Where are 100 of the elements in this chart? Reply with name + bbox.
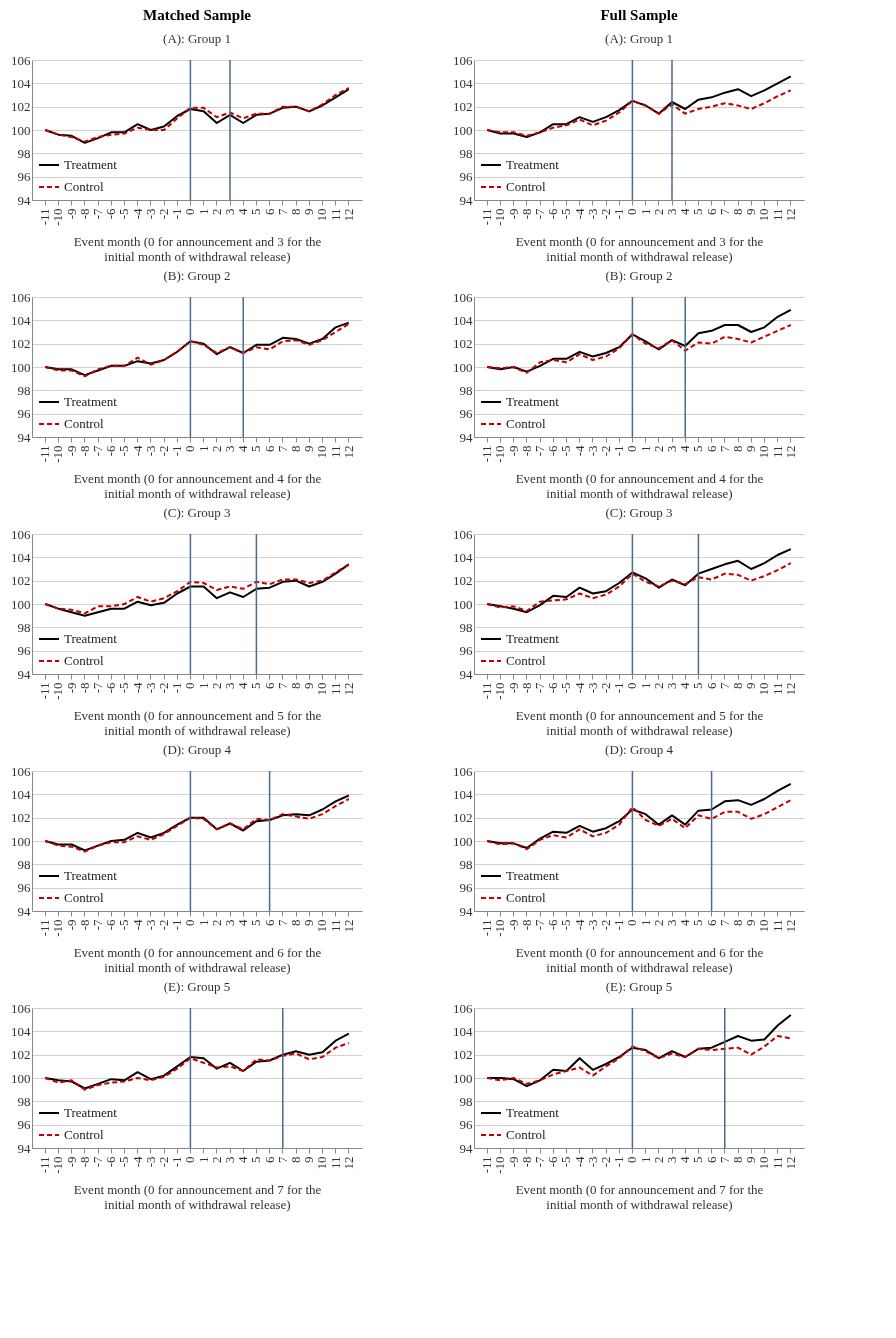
x-tick-label: 6 — [703, 682, 719, 689]
x-tick-label: 12 — [782, 1156, 798, 1170]
y-tick-label: 102 — [11, 810, 31, 826]
x-tick-label: 11 — [769, 682, 785, 696]
x-tick-label: 8 — [730, 919, 745, 926]
line-series — [486, 782, 792, 849]
legend-label: Control — [506, 890, 547, 905]
x-axis-title: Event month (0 for announcement and 7 for the initial month of withdrawal release) — [73, 1181, 322, 1212]
x-tick-label: 11 — [327, 682, 343, 696]
x-tick-label: 0 — [182, 445, 198, 452]
x-tick-label: -8 — [76, 682, 92, 694]
x-tick-label: 9 — [301, 208, 317, 215]
x-tick-label: -2 — [598, 919, 613, 931]
x-tick-label: 8 — [288, 919, 303, 926]
x-tick-label: -11 — [37, 445, 53, 463]
x-tick-label: 6 — [703, 919, 719, 926]
chart-title: (E): Group 5 — [163, 979, 231, 994]
line-series — [486, 799, 792, 851]
x-tick-label: -7 — [90, 445, 105, 457]
y-tick-label: 98 — [459, 619, 473, 635]
x-tick-label: -6 — [545, 208, 561, 220]
x-tick-label: -5 — [116, 208, 132, 220]
x-tick-label: -11 — [479, 1156, 495, 1174]
x-tick-label: -6 — [103, 1156, 119, 1168]
x-tick-label: -7 — [532, 1156, 547, 1168]
x-tick-label: -9 — [63, 208, 79, 220]
y-tick-label: 94 — [17, 429, 31, 445]
y-tick-label: 106 — [453, 289, 473, 305]
x-tick-label: 7 — [716, 682, 732, 689]
x-tick-label: -7 — [532, 919, 547, 931]
x-tick-label: -10 — [50, 919, 66, 937]
y-tick-label: 104 — [453, 312, 473, 328]
x-tick-label: 0 — [624, 208, 640, 215]
y-tick-label: 96 — [459, 1117, 473, 1133]
chart-title: (D): Group 4 — [163, 742, 232, 757]
x-tick-label: -9 — [63, 919, 79, 931]
x-tick-label: -2 — [598, 1156, 613, 1168]
y-tick-label: 106 — [11, 763, 31, 779]
y-tick-label: 94 — [17, 192, 31, 208]
x-tick-label: 12 — [340, 682, 356, 696]
x-tick-label: -7 — [90, 208, 105, 220]
x-tick-label: 7 — [274, 445, 290, 452]
x-tick-label: -2 — [156, 445, 171, 457]
x-tick-label: 2 — [650, 1156, 666, 1163]
x-tick-label: -11 — [37, 919, 53, 937]
legend-label: Treatment — [506, 157, 560, 172]
x-tick-label: 1 — [637, 682, 653, 689]
y-tick-label: 104 — [11, 75, 31, 91]
x-tick-label: 4 — [235, 1156, 251, 1163]
x-tick-label: -9 — [505, 1156, 521, 1168]
y-tick-label: 100 — [453, 833, 473, 849]
x-tick-label: 1 — [195, 445, 211, 452]
y-tick-label: 104 — [11, 312, 31, 328]
x-tick-label: 6 — [703, 445, 719, 452]
x-tick-label: -4 — [571, 1156, 587, 1168]
x-tick-label: -6 — [545, 919, 561, 931]
line-series — [486, 548, 792, 614]
y-tick-label: 106 — [11, 289, 31, 305]
x-tick-label: 4 — [677, 208, 693, 215]
y-tick-label: 94 — [459, 192, 473, 208]
x-tick-label: 4 — [235, 919, 251, 926]
x-tick-label: 0 — [182, 682, 198, 689]
x-tick-label: 6 — [261, 1156, 277, 1163]
y-tick-label: 104 — [453, 75, 473, 91]
x-tick-label: -1 — [169, 919, 185, 931]
x-tick-label: 1 — [195, 919, 211, 926]
y-tick-label: 102 — [453, 573, 473, 589]
x-tick-label: -1 — [611, 682, 627, 694]
line-series — [486, 1035, 792, 1085]
x-tick-label: 10 — [314, 682, 330, 696]
x-axis-title: Event month (0 for announcement and 5 for the initial month of withdrawal release) — [515, 707, 764, 738]
x-tick-label: -11 — [479, 919, 495, 937]
x-tick-label: 10 — [756, 1156, 772, 1170]
y-tick-label: 98 — [459, 1093, 473, 1109]
y-tick-label: 100 — [11, 359, 31, 375]
x-tick-label: 4 — [235, 682, 251, 689]
x-tick-label: -7 — [532, 682, 547, 694]
x-tick-label: -11 — [37, 1156, 53, 1174]
y-tick-label: 100 — [11, 1070, 31, 1086]
y-tick-label: 102 — [453, 336, 473, 352]
x-tick-label: 3 — [664, 1156, 679, 1163]
x-tick-label: -2 — [598, 682, 613, 694]
x-tick-label: -10 — [492, 1156, 508, 1174]
x-axis-title: Event month (0 for announcement and 3 for the initial month of withdrawal release) — [73, 233, 322, 264]
x-tick-label: 5 — [690, 919, 706, 926]
x-tick-label: 10 — [756, 919, 772, 933]
x-tick-label: -10 — [50, 445, 66, 463]
x-tick-label: -1 — [169, 682, 185, 694]
x-tick-label: -9 — [63, 682, 79, 694]
x-tick-label: 12 — [782, 208, 798, 222]
x-tick-label: 2 — [208, 1156, 224, 1163]
x-tick-label: 10 — [756, 208, 772, 222]
y-tick-label: 100 — [11, 122, 31, 138]
x-tick-label: -7 — [532, 445, 547, 457]
x-tick-label: -11 — [479, 445, 495, 463]
x-tick-label: 10 — [314, 445, 330, 459]
y-tick-label: 96 — [459, 880, 473, 896]
x-tick-label: -10 — [492, 682, 508, 700]
y-tick-label: 94 — [17, 903, 31, 919]
x-tick-label: 9 — [301, 919, 317, 926]
